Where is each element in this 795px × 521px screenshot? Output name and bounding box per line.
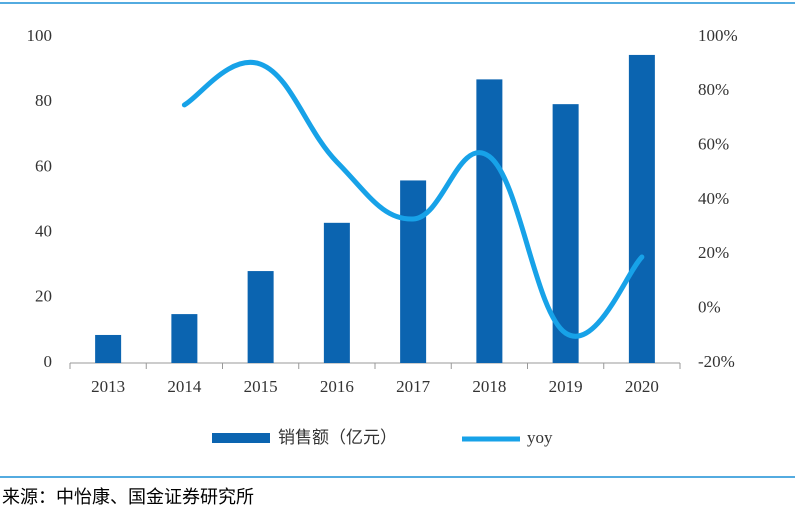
x-tick-label: 2019 — [549, 377, 583, 396]
bar — [171, 314, 198, 363]
y-tick-label: 20 — [35, 287, 52, 306]
legend-label: 销售额（亿元） — [278, 428, 397, 447]
source: 来源：中怡康、国金证券研究所 — [2, 487, 254, 507]
y2-tick-label: 20% — [698, 243, 729, 262]
line — [181, 59, 645, 339]
y-tick-label: 100 — [27, 26, 53, 45]
x-tick-label: 2017 — [396, 377, 431, 396]
y2-tick-label: 80% — [698, 80, 729, 99]
legend-swatch — [212, 433, 270, 443]
y-tick-label: 40 — [35, 222, 52, 241]
y-tick-label: 80 — [35, 91, 52, 110]
x-tick-label: 2013 — [91, 377, 125, 396]
y-tick-label: 60 — [35, 156, 52, 175]
bar — [628, 54, 655, 364]
y2-tick-label: 40% — [698, 189, 729, 208]
bar — [323, 222, 350, 363]
y-tick-label: 0 — [44, 352, 53, 371]
y2-tick-label: 60% — [698, 135, 729, 154]
bar — [95, 334, 122, 363]
x-tick-label: 2015 — [244, 377, 278, 396]
legend-label: yoy — [527, 428, 553, 447]
bar — [476, 79, 503, 363]
bar — [400, 180, 427, 363]
y2-tick-label: 0% — [698, 298, 721, 317]
x-tick-label: 2016 — [320, 377, 354, 396]
y2-tick-label: -20% — [698, 352, 735, 371]
x-tick-label: 2018 — [472, 377, 506, 396]
x-tick-label: 2014 — [167, 377, 202, 396]
bar — [247, 271, 274, 363]
x-tick-label: 2020 — [625, 377, 659, 396]
y2-tick-label: 100% — [698, 26, 738, 45]
